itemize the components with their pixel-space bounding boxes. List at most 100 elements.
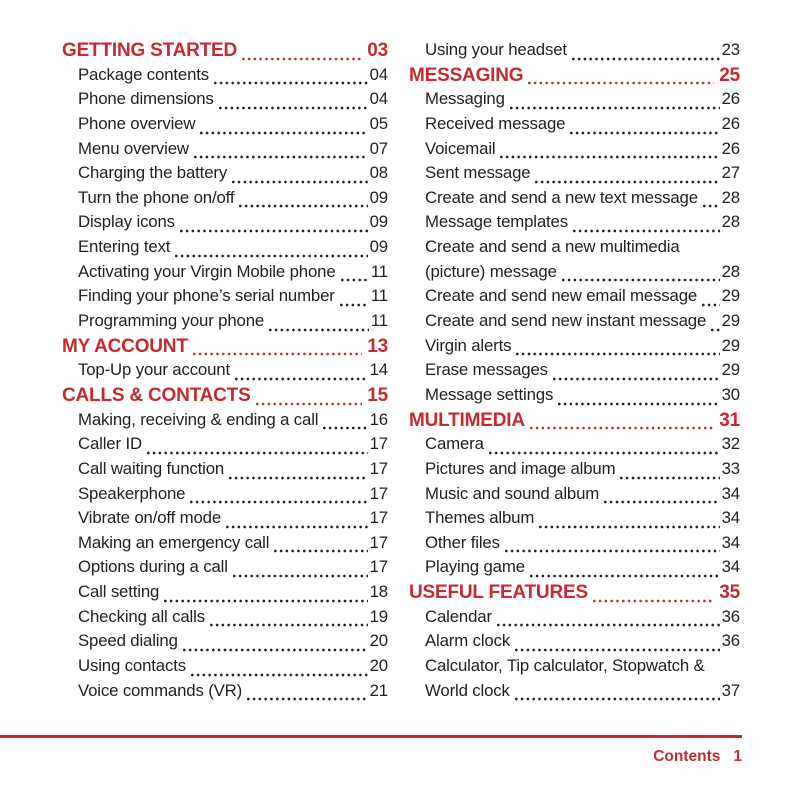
toc-entry-label: Calendar [425,606,492,626]
toc-item-entry: Sent message 27 [409,163,740,188]
toc-entry-page-number: 26 [721,138,741,158]
toc-item-entry: Finding your phone’s serial number 11 [62,286,388,311]
toc-entry-page-number: 21 [369,680,389,700]
toc-entry-page-number: 28 [721,187,741,207]
toc-entry-label: Create and send new email message [425,286,698,306]
toc-item-entry: Display icons 09 [62,212,388,237]
toc-item-entry: Using your headset 23 [409,40,740,65]
dotted-leader [274,549,368,554]
dotted-leader [528,81,715,86]
toc-column-left: GETTING STARTED 03 Package contents 04 Phone… [62,40,388,705]
toc-entry-page-number: 28 [721,261,741,281]
toc-entry-page-number: 30 [721,384,741,404]
toc-entry-page-number: 23 [721,40,741,59]
dotted-leader [340,278,369,283]
dotted-leader [571,56,720,61]
toc-item-entry: Activating your Virgin Mobile phone 11 [62,262,388,287]
toc-entry-page-number: 20 [369,656,389,676]
toc-entry-label: Activating your Virgin Mobile phone [78,261,336,281]
toc-entry-page-number: 26 [721,89,741,109]
toc-entry-label: Call waiting function [78,458,225,478]
toc-item-entry: (picture) message 28 [409,262,740,287]
toc-item-entry: Package contents 04 [62,65,388,90]
toc-item-entry: Programming your phone 11 [62,311,388,336]
toc-entry-page-number: 35 [719,582,740,604]
toc-entry-page-number: 25 [719,64,740,86]
toc-entry-label: USEFUL FEATURES [409,582,588,604]
toc-entry-label: MESSAGING [409,64,524,86]
toc-entry-page-number: 19 [369,606,389,626]
toc-item-entry: Making, receiving & ending a call 16 [62,410,388,435]
toc-item-entry: Speed dialing 20 [62,631,388,656]
toc-entry-label: Playing game [425,557,525,577]
toc-entry-page-number: 32 [721,434,741,454]
toc-entry-label: Checking all calls [78,606,205,626]
toc-item-entry: Received message 26 [409,114,740,139]
toc-item-entry: Options during a call 17 [62,557,388,582]
dotted-leader [516,352,720,357]
toc-entry-label: Top-Up your account [78,360,230,380]
toc-entry-label: (picture) message [425,261,557,281]
toc-entry-page-number: 13 [367,335,388,357]
toc-entry-page-number: 29 [721,311,741,331]
toc-entry-label: Using your headset [425,40,567,59]
dotted-leader [232,574,368,579]
toc-entry-label: Speed dialing [78,631,178,651]
dotted-leader [218,105,368,110]
toc-section-entry: MULTIMEDIA 31 [409,410,740,435]
toc-section-entry: CALLS & CONTACTS 15 [62,385,388,410]
dotted-leader [209,623,368,628]
toc-entry-label: Phone dimensions [78,89,214,109]
toc-entry-label: Speakerphone [78,483,186,503]
dotted-leader [164,598,368,603]
toc-entry-label: Package contents [78,64,210,84]
toc-item-entry: Messaging 26 [409,89,740,114]
toc-item-entry: Create and send new instant message 29 [409,311,740,336]
toc-item-entry: Message settings 30 [409,385,740,410]
toc-entry-page-number: 04 [369,64,389,84]
toc-item-entry: Turn the phone on/off 09 [62,188,388,213]
dotted-leader [711,327,720,332]
dotted-leader [558,401,720,406]
toc-item-entry: Camera 32 [409,434,740,459]
toc-entry-page-number: 07 [369,138,389,158]
toc-item-entry: Erase messages 29 [409,360,740,385]
toc-item-entry: Call waiting function 17 [62,459,388,484]
dotted-leader [620,475,720,480]
toc-entry-label: Voice commands (VR) [78,680,243,700]
toc-entry-label: Themes album [425,508,535,528]
toc-entry-page-number: 17 [369,483,389,503]
toc-item-entry: Making an emergency call 17 [62,533,388,558]
toc-entry-label: CALLS & CONTACTS [62,384,251,406]
toc-item-entry: Create and send a new text message 28 [409,188,740,213]
toc-entry-page-number: 09 [369,212,389,232]
toc-entry-label: Pictures and image album [425,458,616,478]
toc-item-entry: Calculator, Tip calculator, Stopwatch & [409,656,740,681]
toc-entry-label: Voicemail [425,138,496,158]
dotted-leader [504,549,720,554]
dotted-leader [192,352,363,357]
toc-entry-page-number: 20 [369,631,389,651]
toc-entry-page-number: 05 [369,113,389,133]
toc-entry-label: Erase messages [425,360,548,380]
toc-entry-label: MULTIMEDIA [409,409,525,431]
toc-entry-page-number: 36 [721,606,741,626]
dotted-leader [552,376,720,381]
toc-entry-label: Camera [425,434,484,454]
toc-item-entry: Pictures and image album 33 [409,459,740,484]
toc-entry-page-number: 18 [369,582,389,602]
dotted-leader [146,450,368,455]
toc-item-entry: Alarm clock 36 [409,631,740,656]
toc-item-entry: Create and send new email message 29 [409,286,740,311]
dotted-leader [529,574,720,579]
toc-entry-label: Making, receiving & ending a call [78,409,319,429]
toc-section-entry: GETTING STARTED 03 [62,40,388,65]
toc-entry-label: Create and send a new text message [425,187,698,207]
toc-entry-label: Calculator, Tip calculator, Stopwatch & [425,656,705,676]
toc-column-right: Using your headset 23 MESSAGING 25 Messaging… [409,40,740,705]
dotted-leader [269,327,369,332]
toc-entry-page-number: 34 [721,508,741,528]
toc-item-entry: Message templates 28 [409,212,740,237]
toc-entry-page-number: 14 [369,360,389,380]
